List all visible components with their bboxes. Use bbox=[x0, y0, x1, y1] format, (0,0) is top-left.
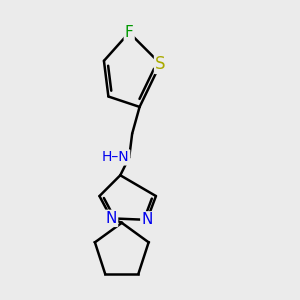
Text: H–N: H–N bbox=[102, 150, 129, 164]
Text: N: N bbox=[141, 212, 153, 227]
Text: S: S bbox=[155, 55, 166, 73]
Text: N: N bbox=[106, 211, 117, 226]
Text: F: F bbox=[125, 25, 134, 40]
